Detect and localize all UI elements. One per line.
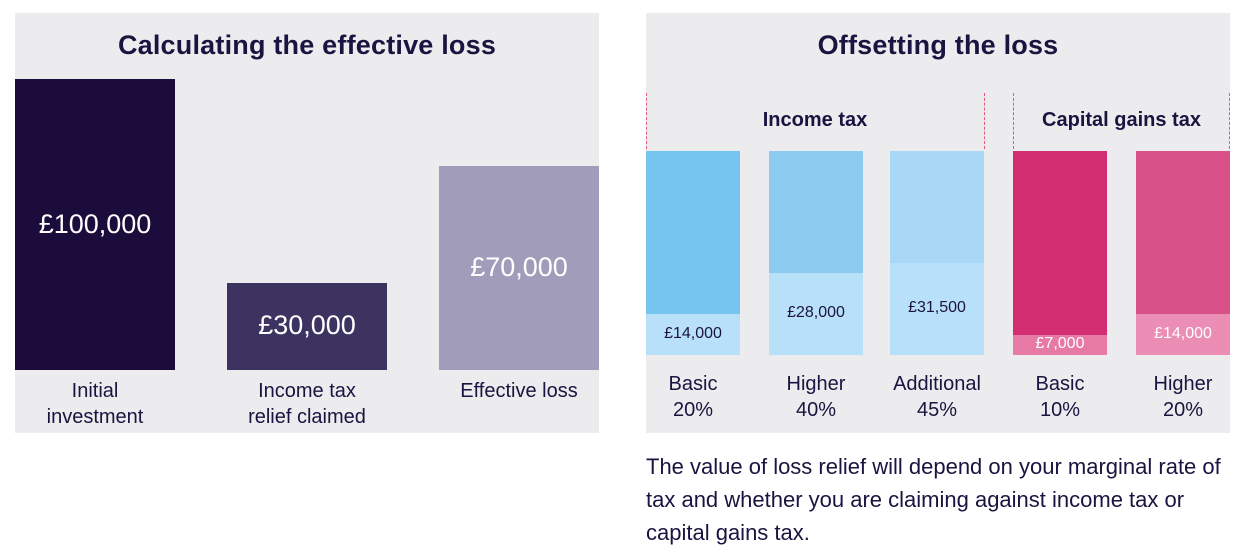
bar-4-relief: £7,000 xyxy=(1013,334,1107,355)
category-label-line: Basic xyxy=(668,373,718,395)
category-label: Basic 20% xyxy=(626,371,760,423)
bar-2-relief: £28,000 xyxy=(769,273,863,355)
category-label-line: relief claimed xyxy=(248,406,366,428)
bar-value-label: £30,000 xyxy=(258,310,356,341)
bar-5-remaining xyxy=(1136,151,1230,315)
bar-4-remaining xyxy=(1013,151,1107,335)
category-label-line: Higher xyxy=(1153,373,1213,395)
bar-1-relief: £14,000 xyxy=(646,314,740,355)
offsetting-loss-panel: Offsetting the loss £14,000 Basic 20% £28,0… xyxy=(646,13,1230,433)
category-label-line: Higher xyxy=(786,373,846,395)
bar-1-remaining xyxy=(646,151,740,315)
group-divider-1 xyxy=(646,93,647,149)
category-label: Basic 10% xyxy=(993,371,1127,423)
bar-value-label: £70,000 xyxy=(470,252,568,283)
category-label-line: 45% xyxy=(916,399,958,421)
category-label-line: 10% xyxy=(1039,399,1081,421)
category-label-line: 20% xyxy=(1162,399,1204,421)
effective-loss-panel: Calculating the effective loss £100,000 I… xyxy=(15,13,599,433)
bar-2-remaining xyxy=(769,151,863,274)
group-label-1: Income tax xyxy=(762,109,868,131)
bar-3-relief: £31,500 xyxy=(890,263,984,355)
relief-value-label: £28,000 xyxy=(787,304,845,322)
bar-3: £70,000 xyxy=(439,166,599,370)
category-label: Higher 40% xyxy=(749,371,883,423)
relief-value-label: £14,000 xyxy=(664,324,722,342)
offsetting-loss-title: Offsetting the loss xyxy=(817,30,1059,60)
category-label: Effective loss xyxy=(439,378,599,404)
category-label-line: 20% xyxy=(672,399,714,421)
category-label-line: investment xyxy=(46,406,144,428)
bar-2: £30,000 xyxy=(227,282,387,370)
relief-value-label: £7,000 xyxy=(1035,334,1085,352)
relief-value-label: £14,000 xyxy=(1154,324,1212,342)
category-label: Income tax relief claimed xyxy=(227,378,387,430)
bar-1: £100,000 xyxy=(15,79,175,370)
bar-3-remaining xyxy=(890,151,984,264)
relief-value-label: £31,500 xyxy=(908,299,966,317)
group-divider-4 xyxy=(1229,93,1230,149)
category-label-line: Initial xyxy=(71,380,119,402)
category-label-line: Additional xyxy=(893,373,981,395)
group-divider-3 xyxy=(1013,93,1014,149)
caption-text: The value of loss relief will depend on … xyxy=(646,454,1221,545)
category-label: Initial investment xyxy=(15,378,175,430)
category-label-line: Income tax xyxy=(258,380,356,402)
category-label-line: Effective loss xyxy=(460,380,578,402)
category-label: Additional 45% xyxy=(870,371,1004,423)
group-divider-2 xyxy=(984,93,985,149)
category-label-line: Basic xyxy=(1035,373,1085,395)
category-label-line: 40% xyxy=(795,399,837,421)
bar-value-label: £100,000 xyxy=(38,208,152,239)
effective-loss-title: Calculating the effective loss xyxy=(117,30,497,60)
category-label: Higher 20% xyxy=(1116,371,1246,423)
bar-5-relief: £14,000 xyxy=(1136,314,1230,355)
group-label-2: Capital gains tax xyxy=(1042,109,1201,131)
